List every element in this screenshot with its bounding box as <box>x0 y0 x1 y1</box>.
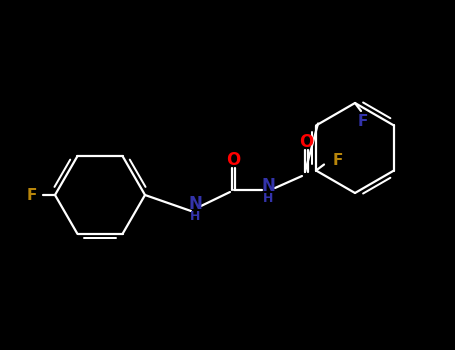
Text: O: O <box>299 133 313 151</box>
Text: F: F <box>27 188 37 203</box>
Text: F: F <box>333 153 343 168</box>
Text: H: H <box>263 193 273 205</box>
Text: F: F <box>358 113 368 128</box>
Text: O: O <box>227 151 241 169</box>
Text: N: N <box>261 177 275 195</box>
Text: N: N <box>188 195 202 213</box>
Text: H: H <box>190 210 200 224</box>
